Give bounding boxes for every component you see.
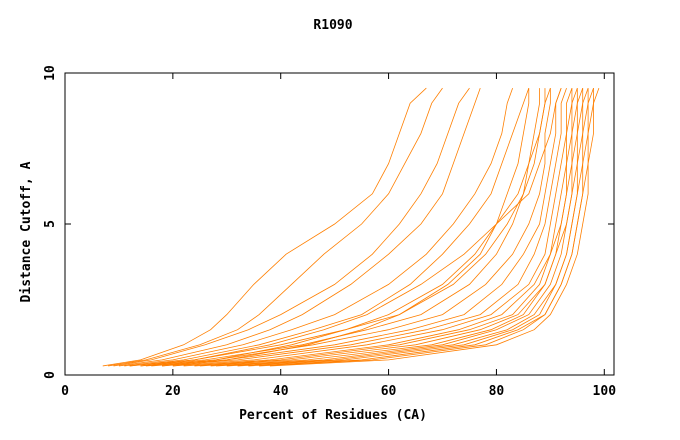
x-tick-label: 60 (381, 384, 397, 399)
x-tick-label: 80 (489, 384, 505, 399)
curve (248, 87, 594, 367)
curve (269, 87, 600, 367)
curve (199, 88, 578, 367)
x-tick-label: 0 (61, 384, 69, 399)
curve (162, 88, 546, 367)
chart-title: R1090 (313, 18, 352, 33)
curve (172, 87, 573, 367)
y-tick-label: 10 (43, 65, 58, 81)
y-tick-label: 0 (43, 371, 58, 379)
curve (124, 87, 513, 367)
curve (162, 87, 567, 367)
curve (237, 88, 589, 367)
x-axis-label: Percent of Residues (CA) (239, 408, 427, 423)
curve (102, 87, 427, 367)
curve (108, 87, 443, 367)
x-tick-label: 40 (273, 384, 289, 399)
plot-frame (64, 72, 615, 376)
y-axis-label: Distance Cutoff, A (19, 161, 34, 302)
x-tick-label: 20 (165, 384, 181, 399)
x-tick-label: 100 (593, 384, 617, 399)
curve (140, 87, 562, 367)
curve (215, 88, 584, 367)
curve (145, 88, 551, 367)
curve (140, 88, 540, 367)
curve (129, 88, 530, 367)
curve (113, 87, 470, 367)
y-tick-label: 5 (43, 220, 58, 228)
curve (259, 88, 594, 367)
curve (151, 87, 562, 367)
curve (118, 87, 481, 367)
curve (129, 87, 530, 367)
